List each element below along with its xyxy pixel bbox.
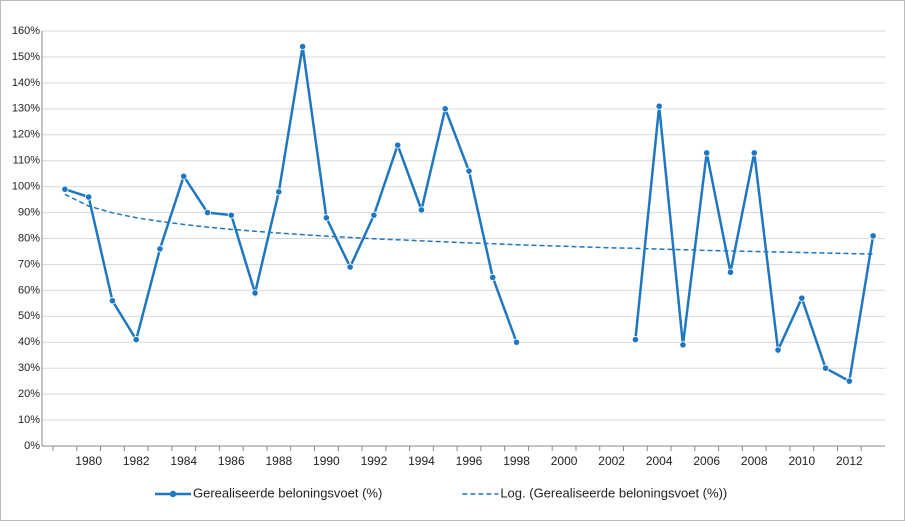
point [298,42,307,51]
point [156,245,164,253]
point [441,105,449,113]
point [370,211,378,219]
legend-label: Gerealiseerde beloningsvoet (%) [193,485,382,500]
x-tick-label: 1998 [503,454,530,468]
x-tick-label: 1984 [170,454,197,468]
point [465,167,473,175]
point [203,208,212,217]
point [61,185,69,193]
x-tick-label: 1990 [313,454,340,468]
point [275,188,283,196]
y-tick-label: 150% [12,51,40,63]
point [821,364,830,372]
point [417,206,426,214]
point [703,149,711,157]
point [227,211,235,219]
trend-line [64,193,874,255]
point [85,193,93,201]
y-tick-label: 10% [18,414,40,426]
x-tick-label: 1980 [75,454,102,468]
point [631,336,640,344]
point [180,172,188,180]
y-tick-label: 30% [18,362,40,374]
x-tick-label: 1982 [123,454,150,468]
x-tick-label: 2008 [741,454,768,468]
legend-marker [169,490,177,498]
y-tick-label: 60% [18,284,40,296]
point [774,346,782,354]
y-tick-label: 40% [18,336,40,348]
y-tick-label: 0% [24,440,40,452]
x-tick-label: 1992 [361,454,388,468]
point [132,336,140,344]
y-tick-label: 50% [18,310,40,322]
x-tick-label: 2012 [836,454,863,468]
y-tick-label: 90% [18,206,40,218]
x-tick-label: 2010 [788,454,815,468]
x-tick-label: 2004 [646,454,673,468]
x-tick-label: 1994 [408,454,435,468]
point [322,214,330,222]
point [251,289,259,297]
x-tick-label: 1988 [265,454,292,468]
x-tick-label: 2002 [598,454,625,468]
legend-label: Log. (Gerealiseerde beloningsvoet (%)) [500,485,727,500]
y-tick-label: 140% [12,77,40,89]
x-tick-label: 2000 [551,454,578,468]
y-tick-label: 110% [13,155,41,167]
y-tick-label: 120% [12,129,40,141]
point [512,338,521,346]
y-tick-label: 70% [18,258,40,270]
point [798,294,806,302]
x-tick-label: 2006 [693,454,720,468]
point [750,149,758,157]
y-tick-label: 100% [12,181,40,193]
x-tick-label: 1986 [218,454,245,468]
y-tick-label: 160% [12,25,40,37]
point [726,268,735,276]
point [489,273,497,282]
point [108,297,117,305]
point [869,232,877,240]
y-tick-label: 130% [12,103,40,115]
y-tick-label: 80% [18,232,40,244]
point [845,377,853,385]
point [679,341,687,349]
point [346,263,354,271]
y-tick-label: 20% [18,388,40,400]
x-tick-label: 1996 [456,454,483,468]
point [394,141,402,149]
point [655,102,663,110]
